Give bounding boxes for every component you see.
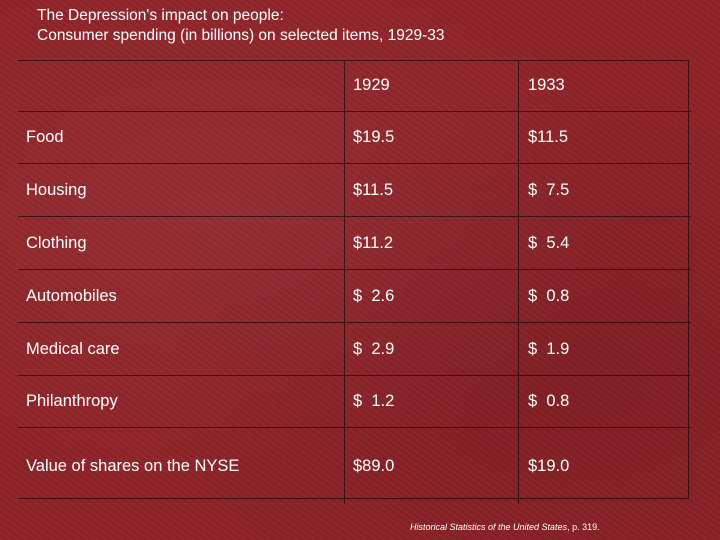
value-1933: $19.0 [528,456,570,475]
value-1933: $ 5.4 [518,216,691,270]
title-line-1: The Depression's impact on people: [37,7,284,24]
source-page: , p. 319. [567,522,600,532]
source-title: Historical Statistics of the United Stat… [410,522,568,532]
value-1933: $11.5 [518,111,691,164]
title-line-2: Consumer spending (in billions) on selec… [37,27,445,44]
row-label: Housing [18,163,345,217]
slide-title: The Depression's impact on people: Consu… [37,6,445,46]
value-1929: $19.5 [344,111,519,164]
table-row: Food $19.5 $11.5 [18,111,691,164]
value-1929: $11.2 [344,216,519,270]
row-label: Food [18,111,345,164]
table-row: Value of shares on the NYSE $89.0 $19.0 [18,427,691,504]
value-1933: $ 1.9 [518,322,691,376]
row-label: Value of shares on the NYSE [18,427,345,504]
header-cell-label [18,60,345,112]
value-1929: $89.0 [344,427,519,504]
header-cell-1929: 1929 [344,60,519,112]
spending-table: 1929 1933 Food $19.5 $11.5 Housing $11.5… [18,60,691,504]
table-row: Medical care $ 2.9 $ 1.9 [18,322,691,376]
table-row: Clothing $11.2 $ 5.4 [18,216,691,270]
value-1929: $ 1.2 [344,375,519,428]
row-label: Medical care [18,322,345,376]
value-1929: $ 2.6 [344,269,519,323]
table-row: Housing $11.5 $ 7.5 [18,163,691,217]
header-cell-1933: 1933 [518,60,691,112]
value-1933: $ 0.8 [518,375,691,428]
table-row: Automobiles $ 2.6 $ 0.8 [18,269,691,323]
row-label: Philanthropy [18,375,345,428]
value-1929: $11.5 [344,163,519,217]
value-1933: $ 7.5 [518,163,691,217]
header-row: 1929 1933 [18,60,691,112]
source-citation: Historical Statistics of the United Stat… [410,522,600,532]
row-label: Automobiles [18,269,345,323]
value-1933: $ 0.8 [518,269,691,323]
row-label: Clothing [18,216,345,270]
value-1929: $ 2.9 [344,322,519,376]
table-row: Philanthropy $ 1.2 $ 0.8 [18,375,691,428]
